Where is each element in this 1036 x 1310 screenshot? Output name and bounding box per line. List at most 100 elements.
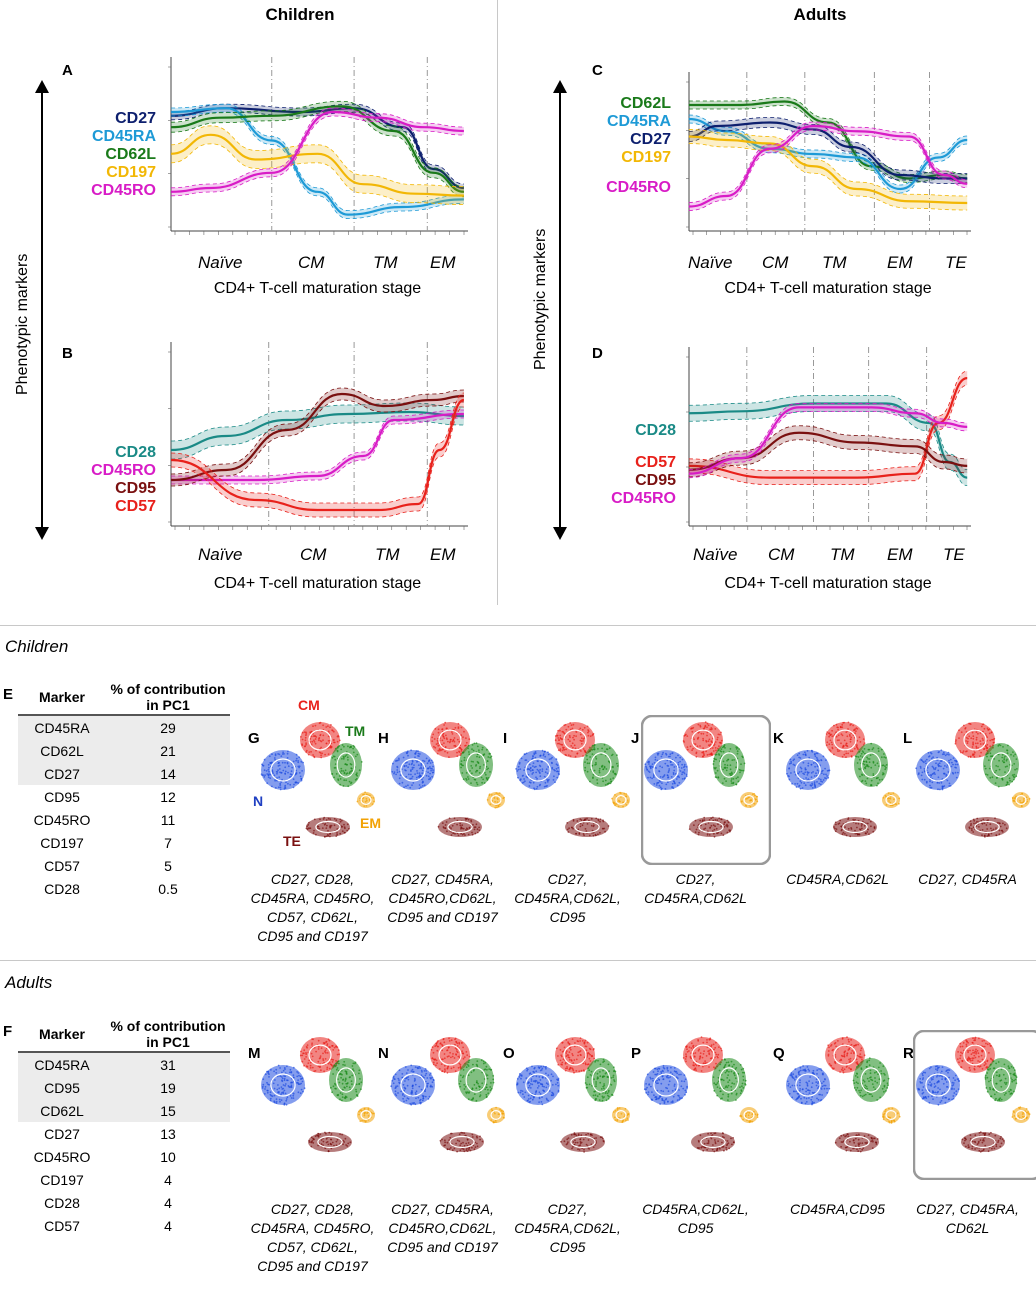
tm-cluster-core bbox=[330, 743, 362, 787]
naive-cluster-core bbox=[391, 1065, 435, 1105]
x-axis-label: CD4+ T-cell maturation stage bbox=[724, 575, 932, 592]
naive-cluster-core bbox=[516, 1065, 560, 1105]
umap-caption: CD27, CD45RA, CD45RO,CD62L, CD95 and CD197 bbox=[387, 871, 498, 925]
marker-trajectory bbox=[171, 392, 464, 482]
naive-cluster-core bbox=[786, 750, 830, 790]
panel-C-markers: CD62L CD45RA CD27 CD197 CD45RO bbox=[585, 95, 671, 197]
marker-label: CD197 bbox=[106, 164, 156, 181]
stage-label: TM bbox=[830, 545, 855, 564]
table-row: CD45RO 11 bbox=[33, 811, 176, 828]
cm-cluster-core bbox=[555, 1037, 595, 1073]
stage-label: Naïve bbox=[198, 545, 243, 564]
density-contour bbox=[615, 1109, 627, 1120]
confidence-band bbox=[688, 395, 968, 486]
umap-caption: CD27, CD45RA,CD62L, CD95 bbox=[514, 1201, 621, 1255]
band-edge bbox=[171, 115, 464, 197]
umap-caption: CD45RA,CD62L, CD95 bbox=[642, 1201, 749, 1236]
section-divider bbox=[0, 625, 1036, 626]
table-row: CD57 5 bbox=[44, 857, 172, 874]
naive-cluster-core bbox=[391, 750, 435, 790]
naive-cluster-core bbox=[786, 1065, 830, 1105]
marker-label: CD45RO bbox=[91, 462, 156, 479]
density-contour bbox=[833, 729, 857, 751]
table-row: CD95 19 bbox=[18, 1076, 230, 1099]
cm-cluster-core bbox=[300, 1037, 340, 1073]
confidence-band bbox=[171, 403, 464, 459]
marker-label: CD27 bbox=[115, 110, 156, 127]
band-edge bbox=[171, 392, 465, 504]
band-edge bbox=[171, 399, 464, 487]
density-contour bbox=[360, 794, 372, 805]
band-edge bbox=[688, 384, 968, 486]
x-axis-label: CD4+ T-cell maturation stage bbox=[213, 575, 422, 592]
band-edge bbox=[171, 409, 464, 477]
umap-label: N bbox=[378, 1045, 389, 1062]
naive-cluster-core bbox=[916, 750, 960, 790]
umap-plot bbox=[261, 1037, 375, 1153]
naive-cluster-core bbox=[644, 1065, 688, 1105]
density-contour bbox=[270, 1073, 296, 1097]
density-contour bbox=[563, 729, 587, 751]
umap-plot bbox=[643, 1036, 759, 1153]
cluster-label-te: TE bbox=[283, 833, 301, 849]
density-contour bbox=[525, 1073, 551, 1097]
em-cluster-core bbox=[357, 792, 375, 808]
density-contour bbox=[653, 758, 679, 782]
panel-A-plot bbox=[168, 57, 468, 235]
umap-plot bbox=[260, 721, 375, 838]
density-contour bbox=[315, 820, 341, 834]
table-header: % of contribution in PC1 bbox=[106, 680, 230, 716]
stage-label: TE bbox=[945, 253, 967, 272]
density-contour bbox=[336, 752, 356, 778]
cluster-label-tm: TM bbox=[345, 723, 366, 739]
header-adults: Adults bbox=[793, 5, 847, 24]
em-cluster-core bbox=[612, 792, 630, 808]
te-cluster-core bbox=[689, 817, 733, 837]
te-cluster-core bbox=[440, 1132, 484, 1152]
panel-C-plot bbox=[686, 72, 971, 235]
umap-label: R bbox=[903, 1045, 914, 1062]
band-edge bbox=[171, 110, 464, 198]
cm-cluster-core bbox=[430, 722, 470, 758]
table-row: CD28 4 bbox=[44, 1194, 172, 1211]
tm-cluster-core bbox=[329, 1058, 363, 1102]
density-contour bbox=[795, 1073, 821, 1097]
stage-label: CM bbox=[762, 253, 789, 272]
umap-label: L bbox=[903, 730, 913, 747]
marker-label: CD45RO bbox=[91, 182, 156, 199]
umap-label: G bbox=[248, 730, 260, 747]
umap-caption: CD27, CD45RA,CD62L, CD95 bbox=[514, 871, 621, 925]
band-edge bbox=[171, 111, 464, 220]
marker-label: CD28 bbox=[115, 444, 156, 461]
stage-label: EM bbox=[887, 253, 913, 272]
tm-cluster-core bbox=[585, 1058, 617, 1102]
marker-trajectory bbox=[688, 100, 968, 180]
table-row: CD197 4 bbox=[40, 1171, 172, 1188]
density-contour bbox=[591, 1067, 611, 1093]
tm-cluster-core bbox=[983, 743, 1019, 787]
marker-label: CD62L bbox=[105, 146, 156, 163]
em-cluster-core bbox=[487, 1107, 505, 1123]
density-contour bbox=[490, 794, 502, 805]
section-title-adults: Adults bbox=[5, 973, 53, 992]
cm-cluster-core bbox=[683, 722, 723, 758]
naive-cluster-core bbox=[261, 1065, 305, 1105]
umap-label: M bbox=[248, 1045, 261, 1062]
panel-label-C: C bbox=[592, 62, 603, 79]
marker-trajectory bbox=[171, 410, 464, 452]
cm-cluster-core bbox=[430, 1037, 470, 1073]
table-header: Marker bbox=[18, 1017, 106, 1053]
te-cluster-core bbox=[306, 817, 350, 837]
y-arrow-right bbox=[553, 80, 567, 540]
panel-label-D: D bbox=[592, 345, 603, 362]
contribution-table-F: Marker % of contribution in PC1 CD45RA 31… bbox=[18, 1017, 230, 1237]
marker-trajectory bbox=[688, 117, 968, 191]
marker-label: CD45RA bbox=[91, 128, 156, 145]
umap-label: Q bbox=[773, 1045, 785, 1062]
marker-trajectory bbox=[688, 406, 968, 475]
umap-caption: CD27, CD45RA, CD45RO,CD62L, CD95 and CD197 bbox=[387, 1201, 498, 1255]
highlight-frame bbox=[641, 715, 771, 865]
contribution-table-E: Marker % of contribution in PC1 CD45RA 29… bbox=[18, 680, 230, 900]
umap-label: I bbox=[503, 730, 508, 747]
density-contour bbox=[719, 1067, 739, 1093]
